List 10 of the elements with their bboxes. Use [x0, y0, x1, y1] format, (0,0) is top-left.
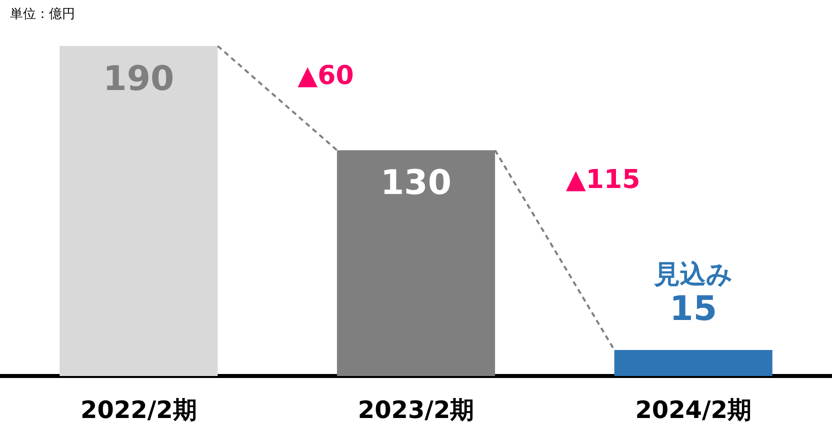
data-label: 15 [670, 288, 717, 329]
x-tick-label: 2024/2期 [635, 396, 752, 424]
annotation: ▲115 [566, 165, 640, 196]
annotation: 見込み [652, 260, 733, 290]
x-tick-label: 2023/2期 [358, 396, 474, 424]
text: 単位：億円 [10, 7, 75, 22]
data-label: 190 [103, 59, 174, 99]
annotation: ▲60 [298, 61, 354, 91]
x-tick-label: 2022/2期 [80, 396, 197, 424]
data-label: 130 [380, 163, 452, 204]
